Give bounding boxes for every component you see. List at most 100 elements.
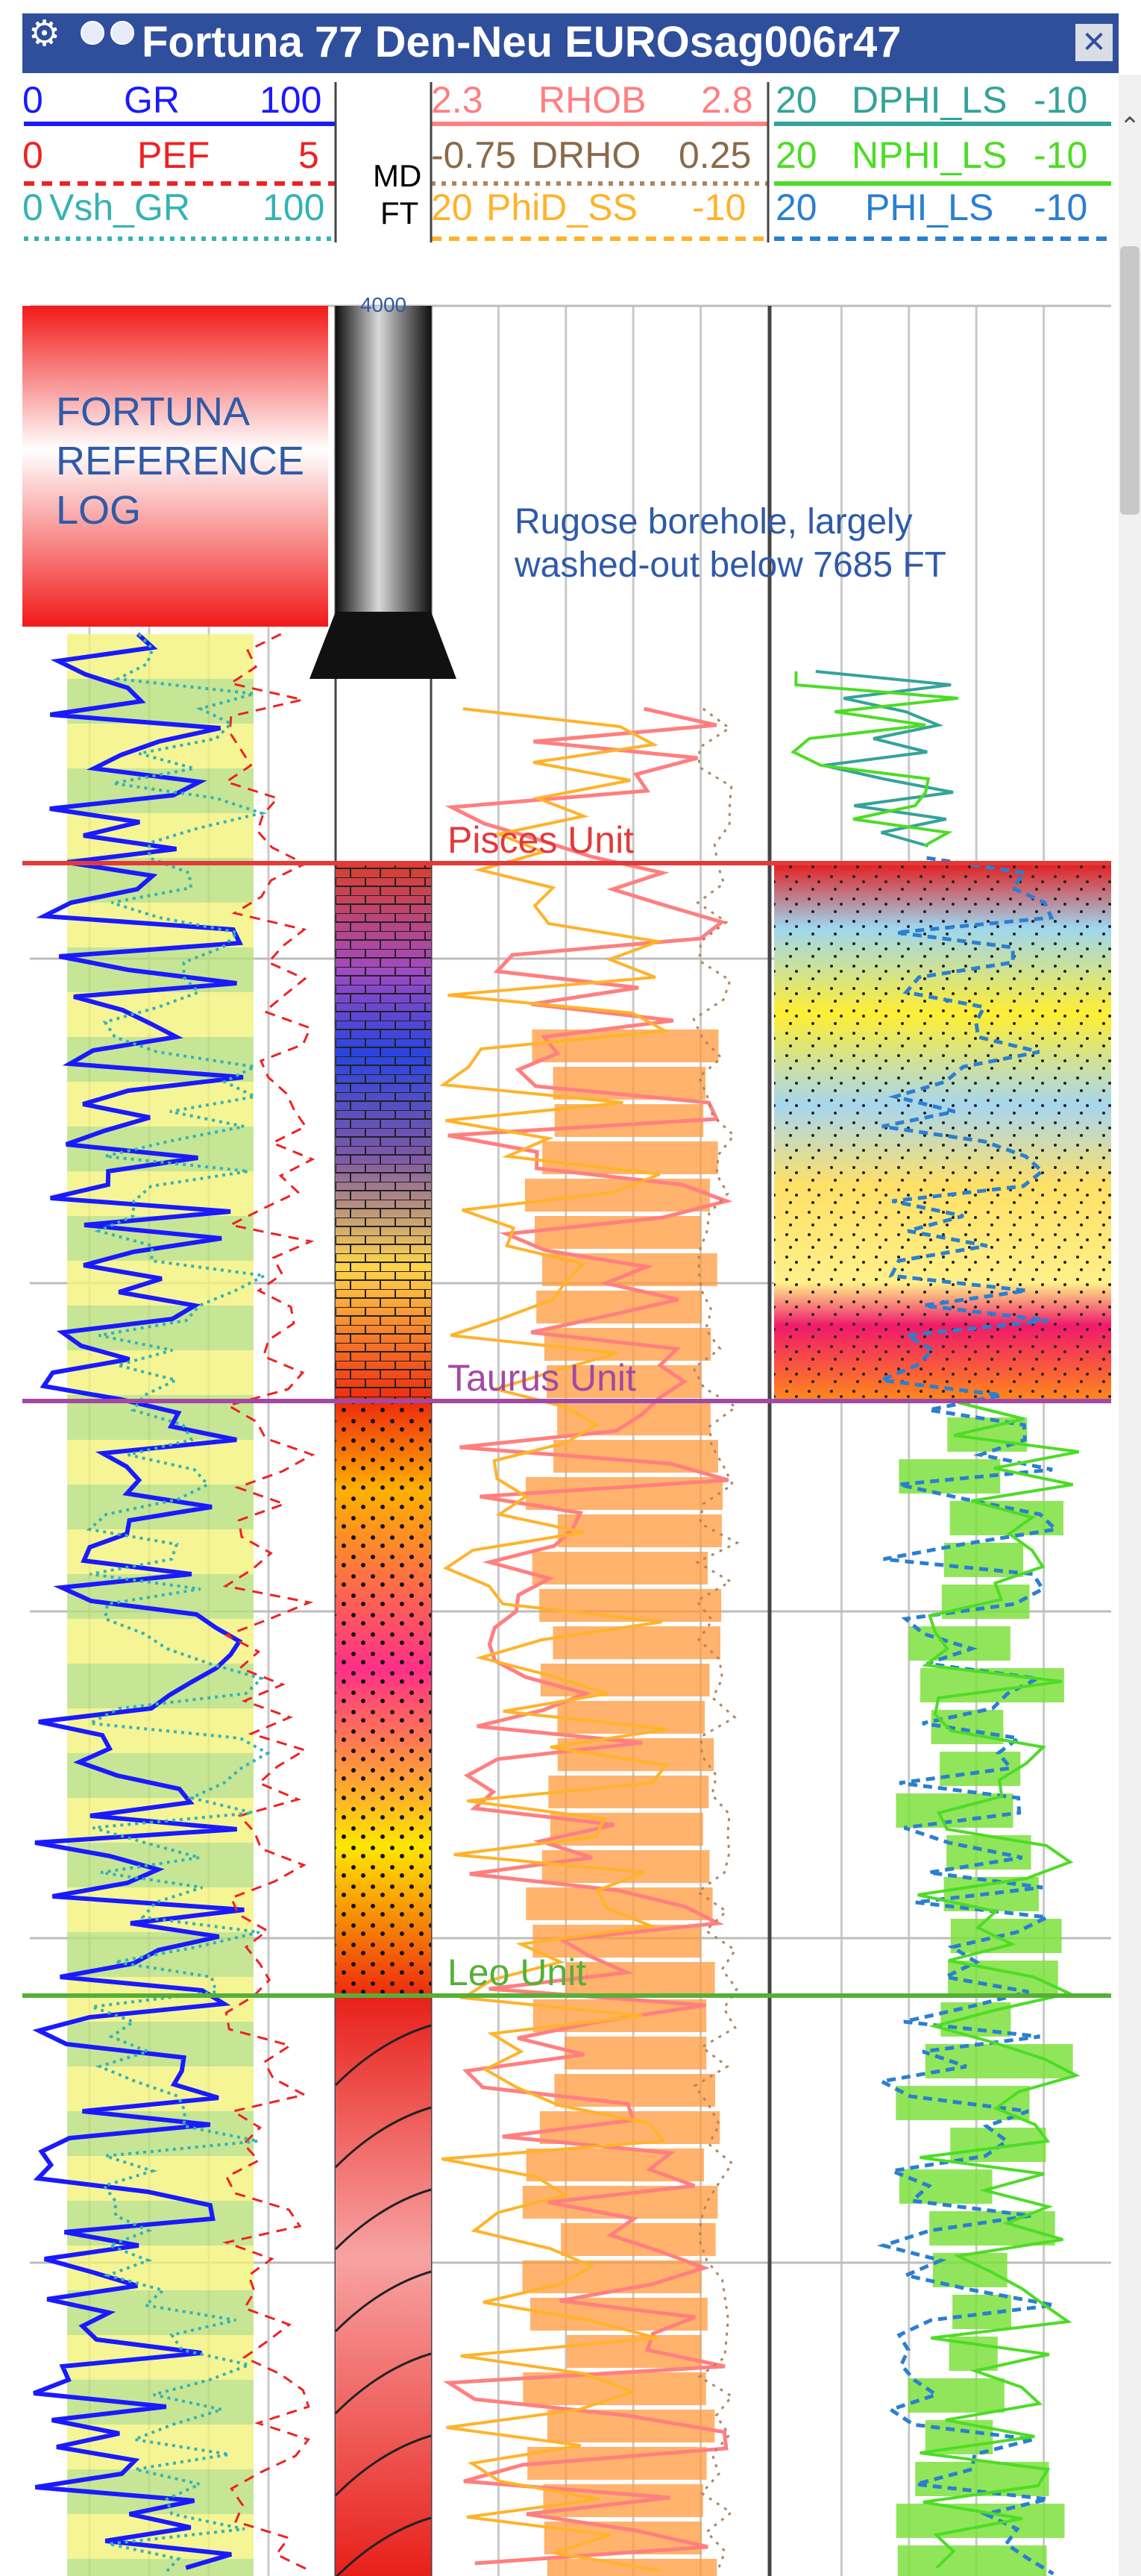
gr-curve	[32, 632, 245, 2570]
density-fill-band	[557, 1514, 722, 1547]
limestone-pattern	[336, 863, 431, 1401]
neutron-fill-band	[899, 2169, 993, 2204]
close-icon[interactable]: ✕	[1075, 24, 1113, 61]
neutron-fill-band	[943, 1877, 1039, 1911]
ft-label: FT	[380, 195, 419, 231]
crossbedding-line	[334, 2434, 432, 2497]
restore-icon[interactable]	[110, 21, 134, 45]
phi-ls-curve	[874, 856, 1060, 2576]
gr-shale-fill	[67, 1485, 254, 1529]
nphi-min: 20	[776, 134, 817, 176]
dphi-max: -10	[1034, 79, 1088, 121]
washout-note: washed-out below 7685 FT	[514, 545, 946, 585]
gr-shale-fill	[67, 2559, 254, 2576]
minimize-icon[interactable]	[81, 21, 104, 45]
crossbedding-line	[334, 2352, 432, 2415]
vsh-curve	[84, 633, 271, 2575]
phid-curve	[439, 707, 670, 2572]
vsh-max: 100	[263, 187, 325, 228]
reference-log-label: FORTUNA	[56, 389, 250, 434]
neutron-fill-band	[929, 2211, 1055, 2246]
gr-shale-fill	[67, 1574, 254, 1619]
vsh-min: 0	[22, 187, 43, 228]
philsh-max: -10	[1034, 187, 1088, 228]
crossbedding-line	[334, 2106, 432, 2169]
unit-label: Taurus Unit	[447, 1357, 636, 1399]
md-label: MD	[373, 158, 422, 193]
gr-shale-fill	[67, 2290, 254, 2335]
density-fill-band	[557, 1701, 705, 1734]
unit-label: Leo Unit	[447, 1952, 586, 1993]
gr-shale-fill	[67, 679, 254, 724]
nphi-curve	[790, 671, 959, 847]
gr-shale-fill	[67, 1529, 254, 1574]
nphi-max: -10	[1034, 134, 1088, 176]
density-fill-band	[561, 2223, 716, 2256]
gr-name: GR	[124, 79, 180, 121]
depth-cylinder-base	[309, 612, 456, 679]
phid-max: -10	[692, 187, 746, 228]
density-fill-band	[564, 2037, 707, 2069]
pef-curve	[222, 633, 315, 2572]
neutron-fill-band	[908, 2378, 1005, 2413]
gr-shale-fill	[67, 2425, 254, 2469]
neutron-fill-band	[897, 2545, 1047, 2576]
neutron-fill-band	[899, 1459, 1001, 1494]
dphi-curve	[815, 670, 954, 847]
window-title: Fortuna 77 Den-Neu EUROsag006r47	[142, 18, 902, 66]
conglomerate-pattern	[336, 1401, 431, 1996]
density-fill-band	[539, 1589, 722, 1622]
lithology-zone-leo	[336, 1996, 431, 2576]
nphi-name: NPHI_LS	[852, 134, 1008, 176]
scroll-up-icon[interactable]: ⌃	[1119, 113, 1141, 141]
crossbedding-line	[334, 2024, 432, 2087]
density-fill-band	[546, 1365, 702, 1398]
gear-icon[interactable]: ⚙	[28, 14, 61, 54]
density-fill-band	[554, 2074, 716, 2107]
gr-shale-fill	[67, 1082, 254, 1126]
window-titlebar: ⚙ Fortuna 77 Den-Neu EUROsag006r47 ✕	[22, 13, 1119, 73]
scrollbar-thumb[interactable]	[1120, 246, 1140, 515]
dphi-min: 20	[776, 79, 817, 121]
gr-shale-fill	[67, 2380, 254, 2425]
philsh-name: PHI_LS	[865, 187, 994, 228]
gr-shale-fill	[67, 1171, 254, 1216]
neutron-fill-band	[950, 1919, 1062, 1953]
crossbedding-line	[334, 2188, 432, 2251]
density-fill-band	[542, 1141, 718, 1174]
gr-shale-fill	[67, 1753, 254, 1798]
pef-name: PEF	[137, 134, 210, 176]
rhob-max: 2.8	[701, 79, 753, 121]
vsh-name: Vsh_GR	[49, 187, 190, 228]
gr-shale-fill	[67, 724, 254, 768]
neutron-sand-pattern	[774, 863, 1111, 1401]
density-fill-band	[536, 1291, 702, 1323]
pef-max: 5	[298, 134, 319, 176]
gr-shale-fill	[67, 2022, 254, 2066]
track-header: 0 GR 100 0 PEF 5 0 Vsh_GR 100 2.3 RHOB 2…	[22, 75, 1119, 242]
reference-log-label: LOG	[56, 488, 141, 533]
reference-log-box	[22, 306, 328, 627]
drho-min: -0.75	[431, 134, 516, 176]
unit-label: Pisces Unit	[447, 819, 634, 861]
nphi-curve-lower	[917, 1401, 1081, 2569]
density-fill-band	[542, 1253, 717, 1286]
philsh-min: 20	[776, 187, 817, 228]
phid-min: 20	[431, 187, 473, 228]
density-fill-band	[548, 1776, 709, 1808]
rhob-min: 2.3	[431, 79, 483, 121]
reference-log-label: REFERENCE	[56, 439, 304, 483]
neutron-fill-band	[896, 2504, 1065, 2538]
pef-min: 0	[22, 134, 43, 176]
depth-tick-label: 4000	[360, 293, 406, 316]
density-fill-band	[526, 2149, 705, 2181]
dphi-name: DPHI_LS	[852, 79, 1008, 121]
neutron-fill-band	[950, 2128, 1046, 2162]
drho-curve	[692, 707, 740, 2572]
density-fill-band	[532, 1552, 708, 1585]
crossbedding-line	[334, 2270, 432, 2333]
neutron-fill-band	[932, 2253, 1008, 2287]
rhob-name: RHOB	[538, 79, 647, 121]
